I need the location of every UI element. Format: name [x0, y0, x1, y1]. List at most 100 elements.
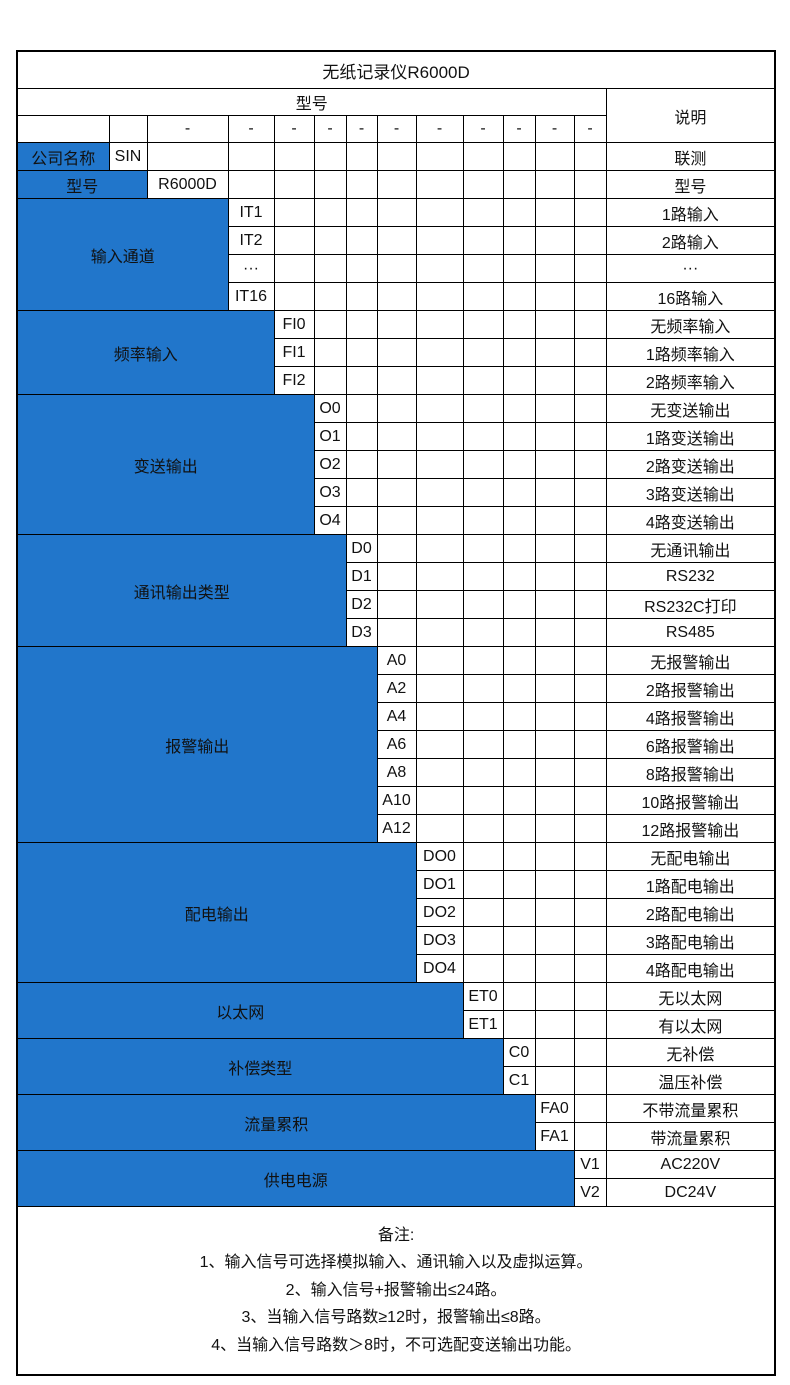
empty-cell	[415, 338, 464, 367]
dash-cell: -	[345, 115, 378, 143]
empty-cell	[502, 450, 536, 479]
empty-cell	[502, 562, 536, 591]
empty-cell	[502, 226, 536, 255]
empty-cell	[534, 310, 575, 339]
empty-cell	[462, 506, 504, 535]
empty-cell	[573, 814, 607, 843]
empty-cell	[502, 478, 536, 507]
empty-cell	[573, 674, 607, 703]
empty-cell	[462, 254, 504, 283]
empty-cell	[502, 758, 536, 787]
empty-cell	[345, 450, 378, 479]
empty-cell	[534, 142, 575, 171]
empty-cell	[345, 282, 378, 311]
code-cell: A4	[376, 702, 417, 731]
empty-cell	[534, 1066, 575, 1095]
empty-cell	[502, 982, 536, 1011]
empty-cell	[534, 338, 575, 367]
empty-cell	[502, 338, 536, 367]
empty-cell	[534, 842, 575, 871]
empty-cell	[415, 786, 464, 815]
code-cell: O2	[313, 450, 347, 479]
empty-cell	[502, 254, 536, 283]
desc-cell: 2路变送输出	[605, 450, 776, 479]
desc-cell: AC220V	[605, 1150, 776, 1179]
desc-cell: 4路变送输出	[605, 506, 776, 535]
empty-cell	[462, 702, 504, 731]
empty-cell	[376, 170, 417, 199]
empty-cell	[415, 702, 464, 731]
empty-cell	[502, 842, 536, 871]
desc-cell: 2路输入	[605, 226, 776, 255]
empty-cell	[376, 534, 417, 563]
desc-cell: 1路输入	[605, 198, 776, 227]
desc-cell: 1路变送输出	[605, 422, 776, 451]
empty-cell	[462, 450, 504, 479]
desc-cell: 有以太网	[605, 1010, 776, 1039]
empty-cell	[376, 478, 417, 507]
empty-cell	[345, 170, 378, 199]
empty-cell	[573, 1066, 607, 1095]
code-cell: DO1	[415, 870, 464, 899]
code-cell: A8	[376, 758, 417, 787]
desc-cell: 2路配电输出	[605, 898, 776, 927]
empty-cell	[462, 478, 504, 507]
desc-cell: 型号	[605, 170, 776, 199]
empty-cell	[345, 226, 378, 255]
empty-cell	[573, 338, 607, 367]
empty-cell	[313, 282, 347, 311]
desc-cell: 1路配电输出	[605, 870, 776, 899]
empty-cell	[376, 394, 417, 423]
empty-cell	[534, 422, 575, 451]
empty-cell	[415, 394, 464, 423]
empty-cell	[534, 534, 575, 563]
dash-cell: -	[376, 115, 417, 143]
dash-cell: -	[534, 115, 575, 143]
empty-cell	[573, 954, 607, 983]
empty-cell	[573, 926, 607, 955]
empty-cell	[462, 562, 504, 591]
empty-cell	[534, 1038, 575, 1067]
empty-cell	[227, 142, 275, 171]
empty-cell	[573, 646, 607, 675]
code-cell: FI2	[273, 366, 315, 395]
desc-cell: 4路报警输出	[605, 702, 776, 731]
empty-cell	[462, 646, 504, 675]
notes-section: 备注: 1、输入信号可选择模拟输入、通讯输入以及虚拟运算。 2、输入信号+报警输…	[16, 1206, 776, 1376]
desc-cell: 12路报警输出	[605, 814, 776, 843]
empty-cell	[345, 478, 378, 507]
empty-cell	[345, 422, 378, 451]
category-cell: 型号	[16, 170, 148, 199]
code-cell: R6000D	[146, 170, 229, 199]
empty-cell	[376, 254, 417, 283]
category-cell: 配电输出	[16, 842, 417, 983]
empty-cell	[573, 170, 607, 199]
empty-cell	[534, 646, 575, 675]
empty-cell	[573, 506, 607, 535]
empty-cell	[415, 450, 464, 479]
empty-cell	[462, 534, 504, 563]
empty-cell	[462, 338, 504, 367]
desc-cell: 3路配电输出	[605, 926, 776, 955]
empty-cell	[415, 366, 464, 395]
empty-cell	[313, 170, 347, 199]
empty-cell	[415, 310, 464, 339]
empty-cell	[462, 786, 504, 815]
desc-cell: 8路报警输出	[605, 758, 776, 787]
empty-cell	[573, 226, 607, 255]
empty-cell	[313, 366, 347, 395]
empty-cell	[502, 422, 536, 451]
empty-cell	[573, 422, 607, 451]
empty-cell	[415, 198, 464, 227]
empty-cell	[415, 226, 464, 255]
empty-cell	[502, 198, 536, 227]
empty-cell	[462, 366, 504, 395]
empty-cell	[534, 618, 575, 647]
code-cell: D1	[345, 562, 378, 591]
code-cell: ET1	[462, 1010, 504, 1039]
notes-heading: 备注:	[377, 1226, 415, 1244]
empty-cell	[462, 814, 504, 843]
empty-cell	[376, 618, 417, 647]
empty-cell	[462, 198, 504, 227]
empty-cell	[534, 170, 575, 199]
